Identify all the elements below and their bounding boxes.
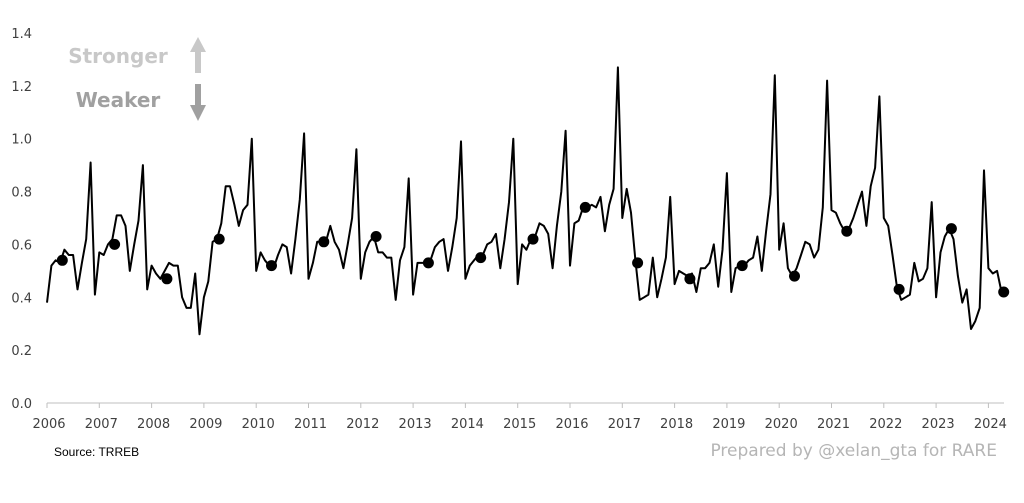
legend-weaker-label: Weaker <box>76 88 161 112</box>
series <box>46 66 1003 336</box>
legend-stronger-label: Stronger <box>68 44 168 68</box>
x-tick-label: 2018 <box>660 417 693 432</box>
x-tick-label: 2019 <box>712 417 745 432</box>
x-tick-label: 2024 <box>974 417 1007 432</box>
x-tick-label: 2013 <box>399 417 432 432</box>
annual-average-point <box>109 238 121 250</box>
credit-text: Prepared by @xelan_gta for RARE <box>710 441 997 461</box>
x-tick-label: 2012 <box>346 417 379 432</box>
legend: Stronger Weaker <box>68 37 206 121</box>
x-tick-label: 2007 <box>85 417 118 432</box>
annual-average-point <box>370 231 382 242</box>
y-tick-label: 0.4 <box>11 291 32 306</box>
annual-average-point <box>789 270 800 282</box>
x-tick-label: 2022 <box>869 417 902 432</box>
annual-average-point <box>841 225 853 237</box>
annual-average-point <box>266 260 277 272</box>
y-tick-label: 0.0 <box>11 397 32 412</box>
x-tick-label: 2009 <box>189 417 222 432</box>
x-tick-label: 2023 <box>922 417 955 432</box>
x-tick-label: 2010 <box>242 417 275 432</box>
y-tick-label: 1.2 <box>11 80 32 95</box>
y-tick-label: 0.2 <box>11 344 32 359</box>
annual-average-point <box>318 236 330 248</box>
annual-average-point <box>684 273 696 285</box>
arrow-up-icon <box>190 37 206 73</box>
source-note: Source: TRREB <box>54 445 140 459</box>
x-tick-label: 2021 <box>817 417 850 432</box>
x-tick-label: 2011 <box>294 417 327 432</box>
x-tick-label: 2008 <box>137 417 170 432</box>
x-axis-ticks: 2006 2007 2008 2009 2010 2011 2012 2013 2014 2015… <box>32 403 1007 432</box>
x-tick-label: 2020 <box>765 417 798 432</box>
annual-average-point <box>998 286 1010 298</box>
annual-average-point <box>579 201 591 213</box>
annual-average-point <box>945 223 957 235</box>
arrow-down-icon <box>190 84 206 121</box>
annual-average-point <box>736 260 748 272</box>
annual-average-point <box>161 273 173 285</box>
monthly-series-line <box>46 66 1003 336</box>
y-tick-label: 0.8 <box>11 186 32 201</box>
annual-average-point <box>475 252 487 264</box>
x-tick-label: 2006 <box>32 417 65 432</box>
y-tick-label: 1.0 <box>11 133 32 148</box>
y-tick-label: 0.6 <box>11 238 32 253</box>
annual-average-points <box>56 201 1010 298</box>
annual-average-point <box>632 257 644 269</box>
annual-average-point <box>422 257 434 269</box>
y-tick-label: 1.4 <box>11 27 32 42</box>
x-tick-label: 2017 <box>608 417 641 432</box>
annual-average-point <box>893 283 905 295</box>
annual-average-point <box>527 233 539 245</box>
annual-average-point <box>213 233 225 245</box>
annual-average-point <box>56 254 68 266</box>
x-tick-label: 2016 <box>555 417 588 432</box>
x-tick-label: 2015 <box>503 417 536 432</box>
x-tick-label: 2014 <box>451 417 484 432</box>
y-axis-ticks: 0.0 0.2 0.4 0.6 0.8 1.0 1.2 1.4 <box>11 27 32 412</box>
